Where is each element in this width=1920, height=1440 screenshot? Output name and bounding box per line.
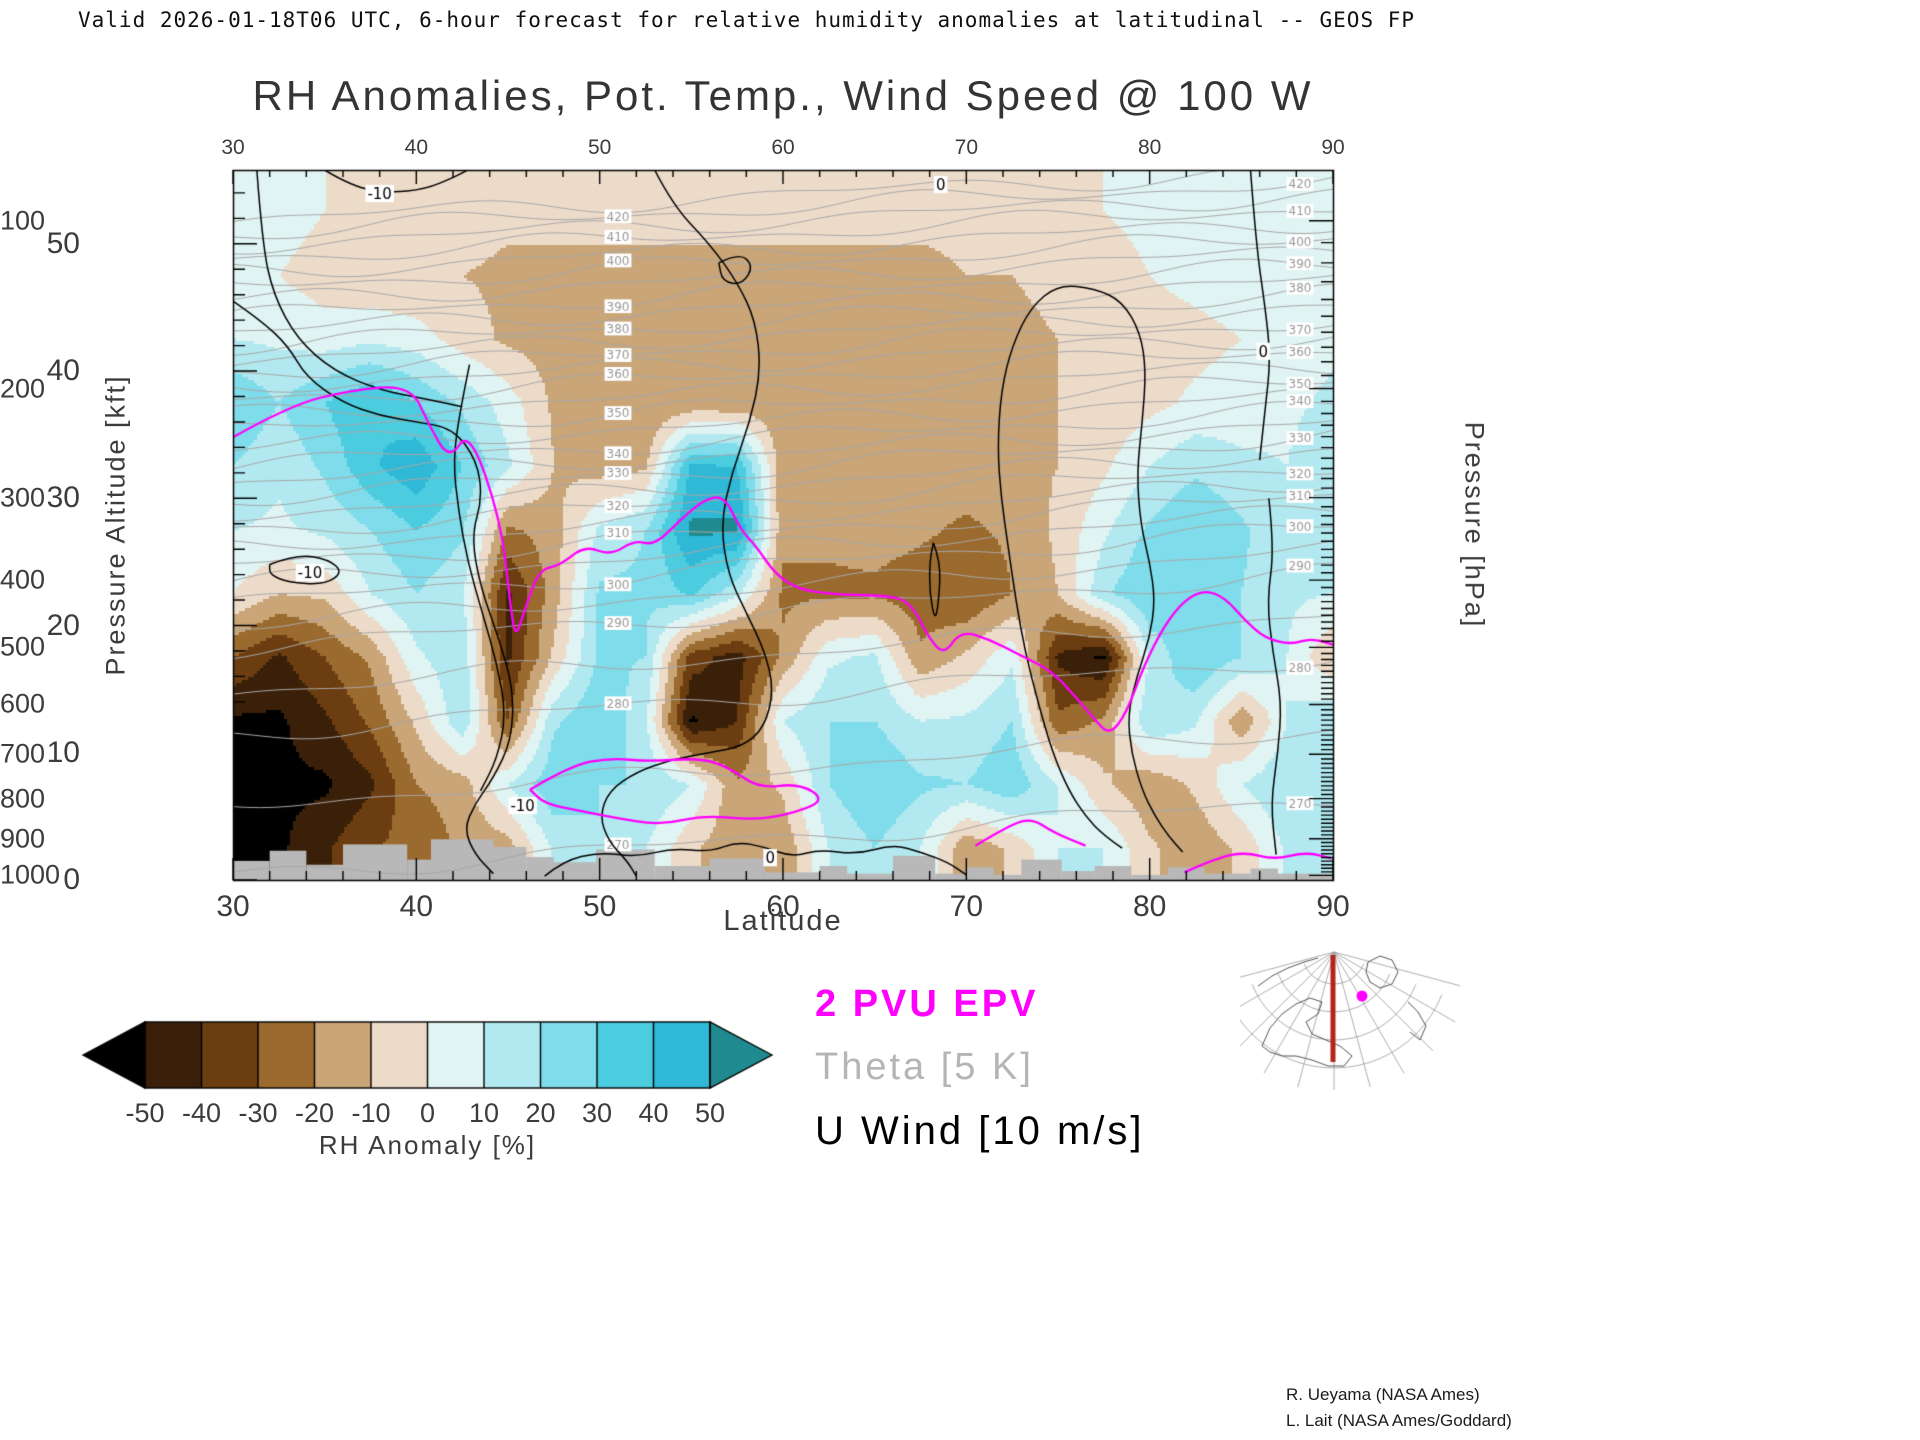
x-tick-label-top: 50 [587,136,612,159]
x-axis-title: Latitude [723,905,843,937]
pressure-tick-label: 600 [0,688,46,719]
legend-theta-label: Theta [5 K] [815,1046,1034,1088]
colorbar-title: RH Anomaly [%] [318,1130,537,1160]
colorbar-tick-label: 20 [525,1098,556,1128]
colorbar-tick-label: -50 [125,1098,165,1128]
colorbar-tick-label: -40 [181,1098,222,1128]
y-left-tick-label: 10 [46,735,80,769]
colorbar-tick-label: 40 [638,1098,669,1128]
x-tick-label-top: 40 [404,136,429,159]
colorbar-tick-label: 50 [694,1098,726,1128]
colorbar-tick-label: -30 [238,1098,278,1128]
x-tick-label: 80 [1132,890,1167,923]
legend-epv-label: 2 PVU EPV [815,983,1039,1025]
colorbar-tick-label: 0 [419,1098,436,1128]
x-tick-label: 30 [216,890,250,923]
x-tick-label-top: 70 [954,136,979,159]
x-tick-label-top: 90 [1321,136,1345,159]
valid-time-line: Valid 2026-01-18T06 UTC, 6-hour forecast… [78,8,1416,32]
pressure-tick-label: 900 [0,823,46,854]
y-left-tick-label: 40 [46,354,80,388]
pressure-tick-label: 400 [0,564,46,595]
credits: R. Ueyama (NASA Ames) L. Lait (NASA Ames… [1286,1382,1512,1435]
y-left-tick-label: 50 [46,226,80,260]
x-tick-label-top: 60 [771,136,795,159]
x-tick-label: 90 [1316,890,1350,923]
x-tick-label: 40 [399,890,434,923]
pressure-tick-label: 700 [0,738,46,769]
credit-line-2: L. Lait (NASA Ames/Goddard) [1286,1411,1512,1431]
colorbar-tick-label: -10 [351,1098,391,1128]
pressure-tick-label: 300 [0,482,46,513]
x-tick-label-top: 30 [221,136,245,159]
y-axis-right-title: Pressure [hPa] [1459,421,1490,629]
y-left-tick-label: 0 [63,863,80,896]
pressure-tick-label: 200 [0,373,46,404]
colorbar-tick-label: 30 [581,1098,613,1128]
x-tick-label: 50 [582,890,617,923]
x-tick-label: 70 [949,890,984,923]
x-tick-label: 60 [766,890,800,923]
pressure-tick-label: 500 [0,631,46,662]
y-left-tick-label: 20 [46,608,80,642]
legend: 2 PVU EPV Theta [5 K] U Wind [10 m/s] [815,983,1145,1174]
x-tick-label-top: 80 [1137,136,1162,159]
colorbar-tick-label: -20 [294,1098,335,1128]
y-axis-left-title: Pressure Altitude [kft] [100,374,131,676]
colorbar-tick-label: 10 [468,1098,500,1128]
pressure-tick-label: 100 [0,205,46,236]
pressure-tick-label: 1000 [0,859,61,890]
credit-line-1: R. Ueyama (NASA Ames) [1286,1385,1480,1404]
legend-uwind-label: U Wind [10 m/s] [815,1109,1145,1153]
y-left-tick-label: 30 [46,481,80,515]
plot-title: RH Anomalies, Pot. Temp., Wind Speed @ 1… [252,72,1314,119]
pressure-tick-label: 800 [0,783,46,814]
